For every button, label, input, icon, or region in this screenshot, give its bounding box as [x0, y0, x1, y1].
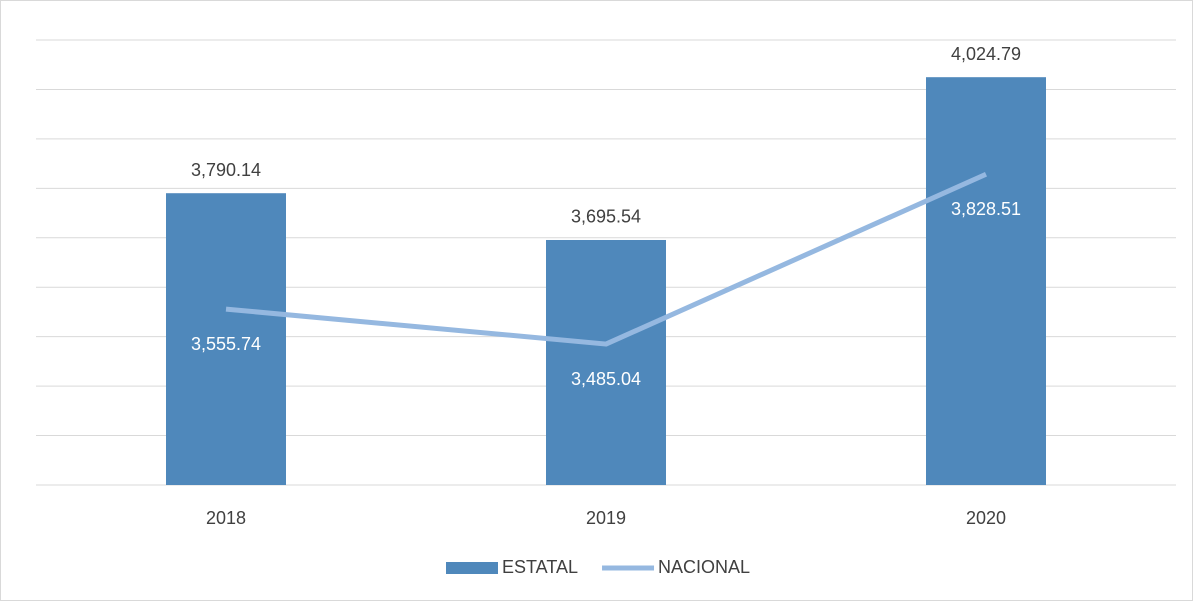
- data-label: 4,024.79: [951, 44, 1021, 64]
- x-tick-label: 2020: [966, 508, 1006, 528]
- line: [225, 171, 988, 347]
- data-label: 3,485.04: [571, 369, 641, 389]
- data-label: 3,695.54: [571, 207, 641, 227]
- bar: [546, 239, 666, 485]
- bar: [926, 77, 1046, 485]
- x-tick-label: 2018: [206, 508, 246, 528]
- data-label: 3,555.74: [191, 334, 261, 354]
- data-label: 3,790.14: [191, 160, 261, 180]
- bar: [166, 193, 286, 485]
- legend-label: NACIONAL: [658, 557, 750, 577]
- legend-swatch: [446, 562, 498, 574]
- legend-label: ESTATAL: [502, 557, 578, 577]
- x-tick-label: 2019: [586, 508, 626, 528]
- data-label: 3,828.51: [951, 199, 1021, 219]
